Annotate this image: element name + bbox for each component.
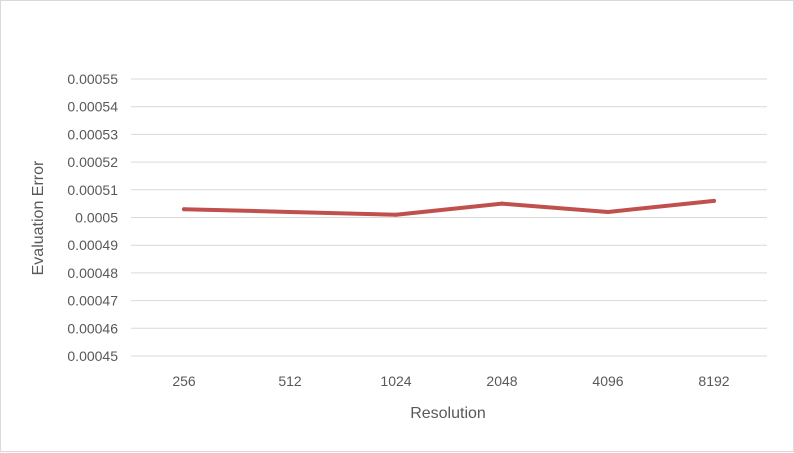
y-axis-ticks: 0.00045 0.00046 0.00047 0.00048 0.00049 0.000… [67, 71, 118, 364]
data-point [394, 212, 398, 217]
data-point [288, 209, 292, 214]
y-tick-label: 0.00047 [67, 293, 118, 309]
y-tick-label: 0.0005 [75, 210, 118, 226]
x-tick-label: 4096 [592, 373, 623, 389]
x-tick-label: 512 [278, 373, 302, 389]
y-tick-label: 0.00055 [67, 71, 118, 87]
data-point [712, 198, 716, 203]
y-tick-label: 0.00053 [67, 126, 118, 142]
y-axis-title: Evaluation Error [30, 160, 47, 275]
series-group [182, 198, 716, 217]
y-tick-label: 0.00051 [67, 182, 118, 198]
series-line-0 [182, 198, 716, 217]
data-point [500, 201, 504, 206]
x-axis-title: Resolution [410, 405, 486, 422]
x-axis-ticks: 256 512 1024 2048 4096 8192 [172, 373, 729, 389]
y-tick-label: 0.00052 [67, 154, 118, 170]
x-tick-label: 1024 [380, 373, 411, 389]
y-tick-label: 0.00046 [67, 320, 118, 336]
x-tick-label: 8192 [698, 373, 729, 389]
data-point [606, 209, 610, 214]
gridlines [131, 78, 767, 357]
x-tick-label: 256 [172, 373, 196, 389]
y-tick-label: 0.00048 [67, 265, 118, 281]
y-tick-label: 0.00054 [67, 99, 118, 115]
x-tick-label: 2048 [486, 373, 517, 389]
data-point [182, 207, 186, 212]
y-tick-label: 0.00045 [67, 348, 118, 364]
y-tick-label: 0.00049 [67, 237, 118, 253]
